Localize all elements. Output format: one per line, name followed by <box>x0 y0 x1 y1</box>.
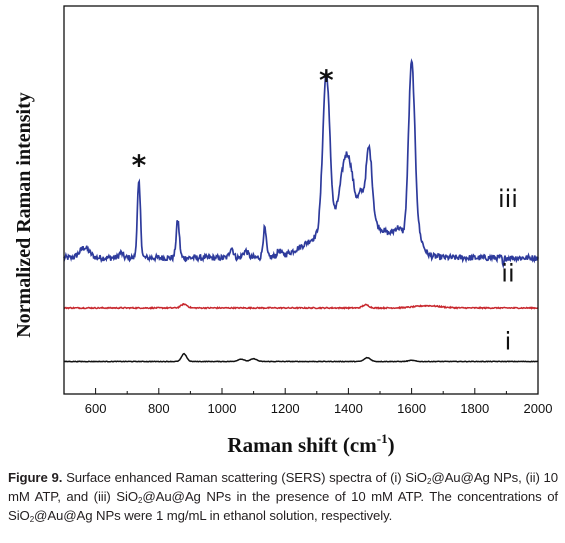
x-tick-label-600: 600 <box>85 401 107 416</box>
series-line-iii <box>63 58 539 269</box>
y-axis-title: Normalized Raman intensity <box>13 92 35 338</box>
series-layer <box>63 58 539 363</box>
x-axis-title: Raman shift (cm-1) <box>227 431 394 457</box>
peak-asterisk-1: * <box>132 149 147 182</box>
x-tick-label-1800: 1800 <box>460 401 489 416</box>
peak-annotations: ** <box>132 64 334 182</box>
x-tick-label-800: 800 <box>148 401 170 416</box>
caption-text-2: @Au@Ag NPs, (ii) 10 mM ATP, and (iii) Si… <box>8 470 558 504</box>
x-tick-label-1200: 1200 <box>271 401 300 416</box>
x-tick-label-1400: 1400 <box>334 401 363 416</box>
figure-caption: Figure 9. Surface enhanced Raman scatter… <box>8 468 558 525</box>
series-label-iii: iii <box>498 185 518 213</box>
caption-text-3: @Au@Ag NPs in the presence of 10 mM ATP.… <box>8 489 558 523</box>
caption-sub-1: 2 <box>426 477 432 486</box>
plot-frame <box>63 5 539 395</box>
series-line-ii <box>63 302 539 310</box>
x-tick-label-1600: 1600 <box>397 401 426 416</box>
caption-label: Figure 9. <box>8 470 63 485</box>
x-tick-label-1000: 1000 <box>208 401 237 416</box>
series-line-i <box>63 352 538 363</box>
caption-sub-2: 2 <box>137 496 143 505</box>
caption-sub-3: 2 <box>29 515 35 524</box>
caption-text-4: @Au@Ag NPs were 1 mg/mL in ethanol solut… <box>34 508 393 523</box>
series-label-ii: ii <box>501 260 514 288</box>
series-label-i: i <box>505 328 512 356</box>
x-tick-label-2000: 2000 <box>524 401 553 416</box>
x-axis: 600 800 1000 1200 1400 1600 1800 2000 <box>63 388 553 416</box>
peak-asterisk-2: * <box>319 64 334 97</box>
caption-text-1: Surface enhanced Raman scattering (SERS)… <box>62 470 427 485</box>
